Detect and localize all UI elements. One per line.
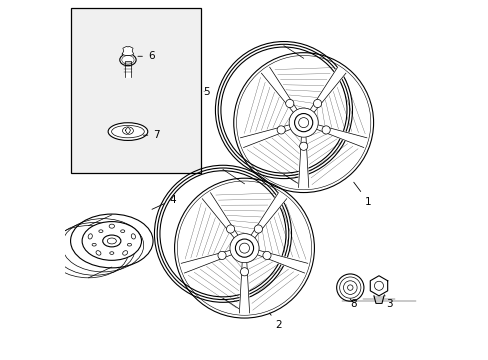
Bar	[70, 8, 201, 173]
Bar	[70, 8, 201, 173]
Ellipse shape	[121, 230, 124, 233]
Circle shape	[235, 239, 253, 257]
Circle shape	[229, 234, 259, 263]
Ellipse shape	[102, 235, 121, 247]
Circle shape	[313, 99, 321, 108]
Polygon shape	[240, 125, 290, 148]
Polygon shape	[257, 251, 307, 273]
Polygon shape	[122, 46, 134, 56]
Text: 5: 5	[203, 87, 210, 97]
Text: 1: 1	[353, 182, 371, 207]
Circle shape	[254, 225, 262, 233]
Polygon shape	[202, 193, 237, 238]
Ellipse shape	[96, 251, 101, 255]
Ellipse shape	[82, 222, 141, 260]
Text: 2: 2	[269, 313, 282, 330]
Polygon shape	[125, 127, 130, 134]
Circle shape	[263, 251, 270, 260]
Text: 8: 8	[349, 299, 356, 309]
Ellipse shape	[88, 234, 92, 239]
Polygon shape	[298, 138, 308, 188]
Circle shape	[226, 225, 234, 233]
Polygon shape	[125, 61, 130, 77]
Ellipse shape	[120, 54, 136, 66]
Polygon shape	[310, 67, 345, 112]
Circle shape	[285, 99, 293, 108]
Polygon shape	[316, 125, 366, 148]
Ellipse shape	[122, 251, 127, 255]
Ellipse shape	[109, 252, 114, 255]
Text: 3: 3	[384, 295, 392, 309]
Circle shape	[322, 126, 329, 134]
Polygon shape	[233, 53, 373, 193]
Circle shape	[347, 285, 352, 290]
Circle shape	[218, 251, 225, 260]
Polygon shape	[174, 178, 314, 318]
Ellipse shape	[122, 127, 133, 135]
Polygon shape	[251, 193, 286, 238]
Ellipse shape	[109, 224, 114, 228]
Ellipse shape	[127, 243, 131, 246]
Polygon shape	[239, 263, 249, 313]
Text: 7: 7	[143, 130, 160, 140]
Circle shape	[299, 142, 307, 150]
Ellipse shape	[108, 123, 147, 140]
Text: 4: 4	[152, 195, 176, 209]
Ellipse shape	[99, 230, 103, 233]
Circle shape	[277, 126, 285, 134]
Circle shape	[294, 113, 312, 132]
Circle shape	[288, 108, 318, 137]
Circle shape	[240, 268, 248, 276]
Polygon shape	[373, 296, 383, 303]
Text: 6: 6	[138, 51, 154, 61]
Ellipse shape	[131, 234, 135, 239]
Polygon shape	[261, 67, 296, 112]
Ellipse shape	[92, 243, 96, 246]
Circle shape	[336, 274, 363, 301]
Polygon shape	[181, 251, 231, 273]
Polygon shape	[369, 276, 387, 296]
